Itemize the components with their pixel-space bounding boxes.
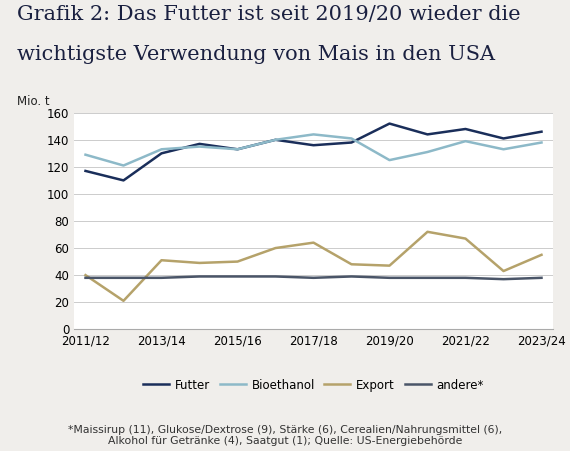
andere* — [462, 275, 469, 281]
Text: *Maissirup (11), Glukose/Dextrose (9), Stärke (6), Cerealien/Nahrungsmittel (6),: *Maissirup (11), Glukose/Dextrose (9), S… — [68, 425, 502, 446]
Bioethanol — [82, 152, 89, 157]
Export — [120, 298, 127, 304]
Bioethanol — [500, 147, 507, 152]
andere* — [424, 275, 431, 281]
andere* — [310, 275, 317, 281]
Bioethanol — [424, 149, 431, 155]
Futter — [272, 137, 279, 143]
Export — [500, 268, 507, 274]
Export — [158, 258, 165, 263]
Bioethanol — [158, 147, 165, 152]
Export — [538, 252, 545, 258]
Futter — [424, 132, 431, 137]
Bioethanol — [272, 137, 279, 143]
Futter — [196, 141, 203, 147]
Futter — [348, 140, 355, 145]
Export — [196, 260, 203, 266]
andere* — [386, 275, 393, 281]
andere* — [500, 276, 507, 282]
Line: Bioethanol: Bioethanol — [86, 134, 542, 166]
Futter — [82, 168, 89, 174]
Bioethanol — [348, 136, 355, 141]
Futter — [386, 121, 393, 126]
Line: andere*: andere* — [86, 276, 542, 279]
andere* — [120, 275, 127, 281]
Futter — [538, 129, 545, 134]
Bioethanol — [462, 138, 469, 144]
Futter — [462, 126, 469, 132]
andere* — [158, 275, 165, 281]
Text: wichtigste Verwendung von Mais in den USA: wichtigste Verwendung von Mais in den US… — [17, 45, 495, 64]
andere* — [272, 274, 279, 279]
Export — [234, 259, 241, 264]
Line: Export: Export — [86, 232, 542, 301]
Export — [424, 229, 431, 235]
Export — [310, 240, 317, 245]
Futter — [234, 147, 241, 152]
Bioethanol — [234, 147, 241, 152]
Bioethanol — [310, 132, 317, 137]
andere* — [82, 275, 89, 281]
Bioethanol — [196, 144, 203, 149]
Legend: Futter, Bioethanol, Export, andere*: Futter, Bioethanol, Export, andere* — [139, 374, 488, 396]
Futter — [158, 151, 165, 156]
Text: Grafik 2: Das Futter ist seit 2019/20 wieder die: Grafik 2: Das Futter ist seit 2019/20 wi… — [17, 5, 521, 23]
Futter — [310, 143, 317, 148]
Line: Futter: Futter — [86, 124, 542, 180]
Export — [462, 236, 469, 241]
Futter — [500, 136, 507, 141]
andere* — [234, 274, 241, 279]
Text: Mio. t: Mio. t — [17, 95, 50, 108]
Bioethanol — [120, 163, 127, 168]
Bioethanol — [386, 157, 393, 163]
andere* — [348, 274, 355, 279]
andere* — [538, 275, 545, 281]
Bioethanol — [538, 140, 545, 145]
Futter — [120, 178, 127, 183]
andere* — [196, 274, 203, 279]
Export — [272, 245, 279, 251]
Export — [386, 263, 393, 268]
Export — [82, 272, 89, 278]
Export — [348, 262, 355, 267]
